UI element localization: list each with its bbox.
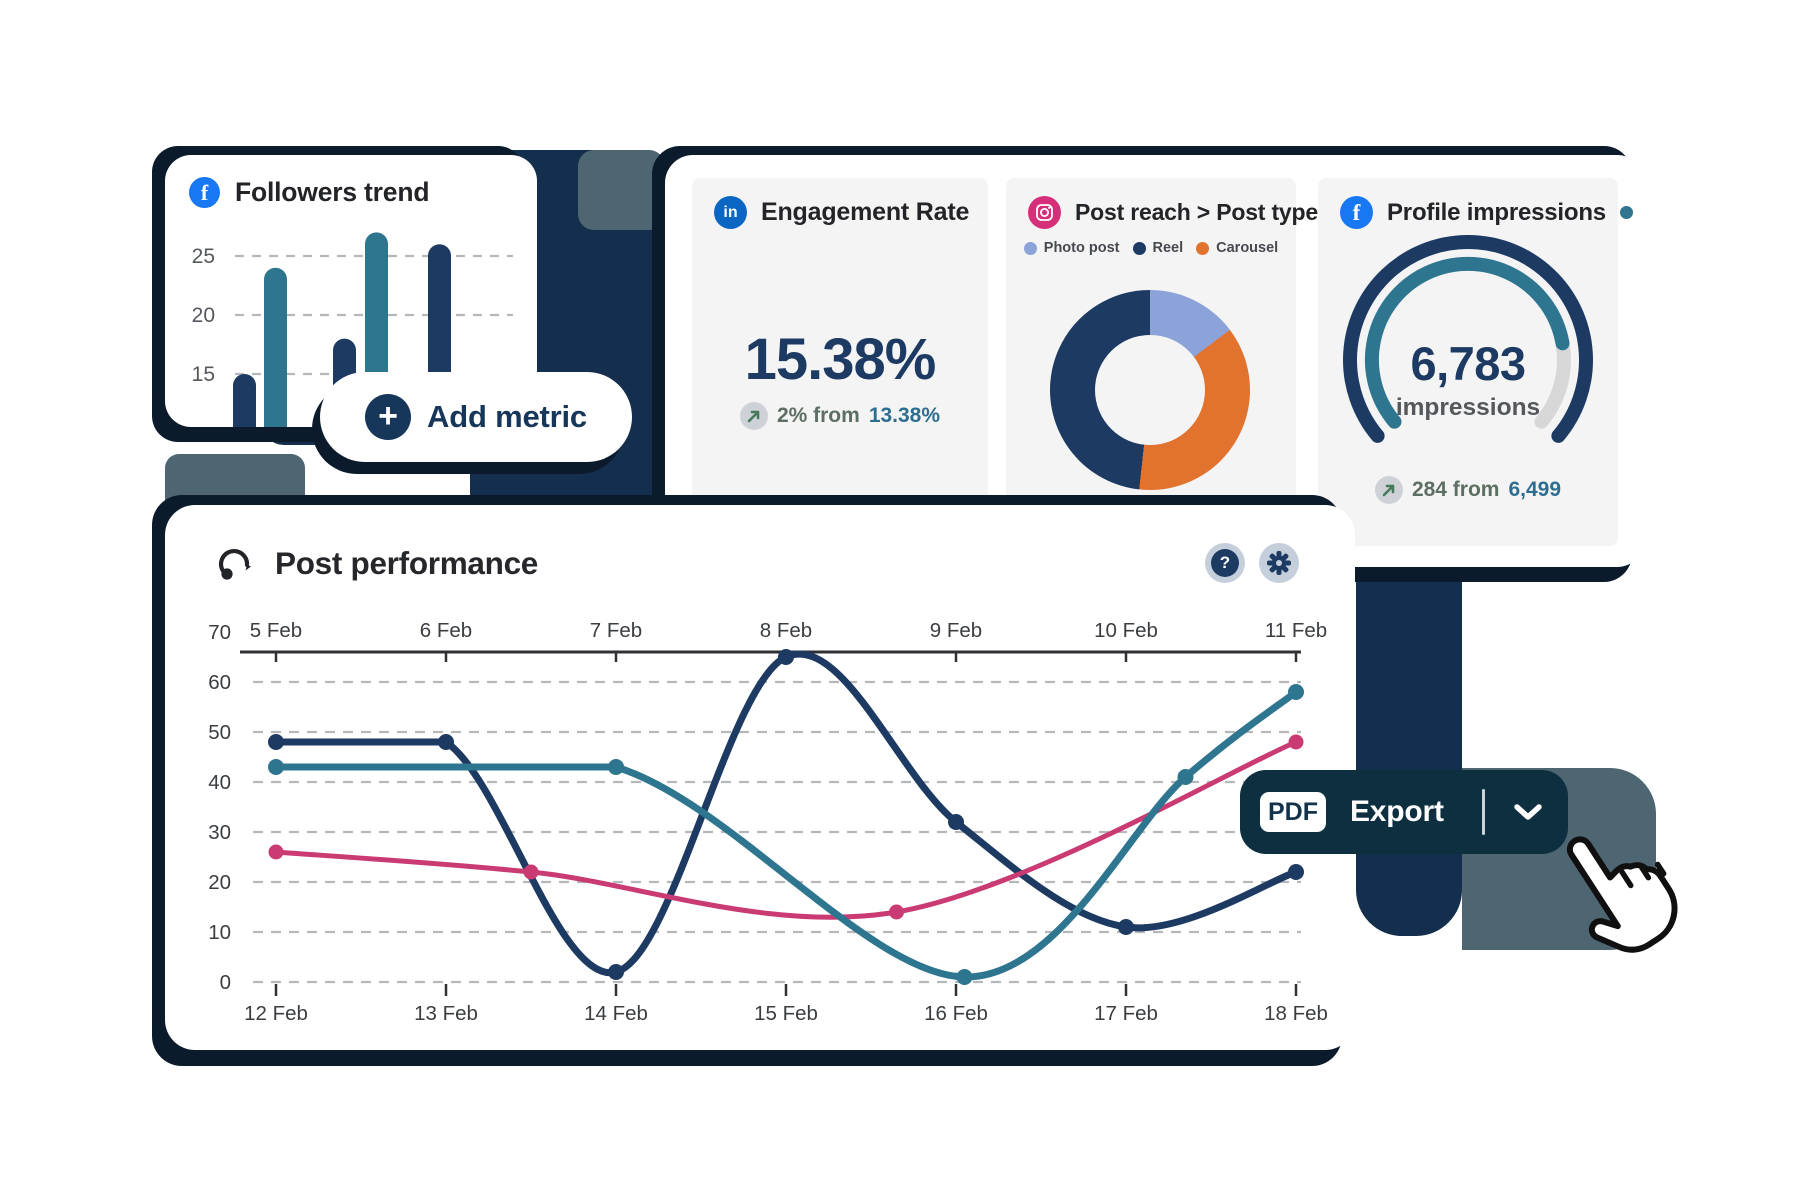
svg-text:10 Feb: 10 Feb — [1094, 619, 1158, 642]
svg-text:6 Feb: 6 Feb — [420, 619, 472, 642]
plus-icon: + — [365, 394, 412, 440]
svg-text:18 Feb: 18 Feb — [1264, 1002, 1328, 1025]
export-label: Export — [1350, 795, 1444, 828]
svg-text:50: 50 — [208, 721, 231, 744]
engagement-rate-card: in Engagement Rate 15.38% 2% from 13.38% — [692, 178, 988, 508]
donut-legend: Photo post Reel Carousel — [1006, 240, 1296, 256]
svg-text:12 Feb: 12 Feb — [244, 1002, 308, 1025]
svg-text:7 Feb: 7 Feb — [590, 619, 642, 642]
post-performance-line-chart: 70 60 50 40 30 20 10 0 5 Feb 6 Feb 7 Feb 8 Feb 9 Feb… — [208, 619, 1328, 1025]
legend-dot-carousel — [1196, 241, 1210, 255]
impressions-delta-text: 284 from — [1411, 478, 1500, 501]
svg-text:8 Feb: 8 Feb — [760, 619, 812, 642]
chevron-down-icon[interactable] — [1513, 803, 1543, 821]
svg-text:11 Feb: 11 Feb — [1265, 619, 1327, 642]
svg-text:60: 60 — [208, 671, 231, 694]
svg-text:16 Feb: 16 Feb — [924, 1002, 988, 1025]
post-reach-card: Post reach > Post type Photo post Reel C… — [1006, 178, 1318, 508]
svg-text:70: 70 — [208, 621, 231, 644]
add-metric-label: Add metric — [427, 399, 587, 434]
question-icon: ? — [1211, 549, 1239, 577]
speedometer-icon — [219, 548, 251, 580]
help-button[interactable]: ? — [1205, 543, 1245, 583]
engagement-delta-text: 2% from — [776, 404, 860, 427]
legend-dot-reel — [1132, 241, 1146, 255]
post-performance-title: Post performance — [275, 545, 539, 581]
svg-text:30: 30 — [208, 821, 231, 844]
legend-label-carousel: Carousel — [1216, 240, 1279, 256]
post-reach-card-title: Post reach > Post type — [1075, 199, 1318, 225]
trend-up-icon — [1374, 476, 1403, 504]
legend-label-reel: Reel — [1152, 240, 1184, 256]
engagement-card-title: Engagement Rate — [761, 198, 970, 226]
status-dot — [1619, 206, 1633, 219]
svg-text:17 Feb: 17 Feb — [1094, 1002, 1158, 1025]
grayteal-accent-2 — [165, 454, 305, 508]
svg-text:20: 20 — [208, 871, 231, 894]
svg-text:5 Feb: 5 Feb — [250, 619, 302, 642]
svg-text:40: 40 — [208, 771, 231, 794]
export-button[interactable]: PDF Export — [1240, 770, 1568, 854]
trend-up-icon — [739, 402, 768, 430]
svg-text:15: 15 — [192, 363, 215, 386]
impressions-card-title: Profile impressions — [1387, 198, 1606, 226]
followers-card-title: Followers trend — [235, 177, 430, 207]
donut-hole — [1095, 335, 1205, 445]
post-performance-card: 70 60 50 40 30 20 10 0 5 Feb 6 Feb 7 Feb 8 Feb 9 Feb… — [165, 505, 1355, 1050]
hand-cursor-icon — [1566, 836, 1678, 953]
svg-text:25: 25 — [192, 245, 215, 268]
engagement-rate-value: 15.38% — [744, 327, 937, 392]
facebook-icon: f — [189, 177, 220, 208]
svg-text:0: 0 — [220, 971, 231, 994]
impressions-delta-value: 6,499 — [1508, 478, 1562, 501]
impressions-gauge — [1343, 235, 1593, 443]
profile-impressions-card: f Profile impressions 6,783 impressions … — [1318, 178, 1633, 546]
grayteal-accent — [578, 150, 665, 230]
facebook-icon: f — [1340, 196, 1373, 229]
svg-text:9 Feb: 9 Feb — [930, 619, 982, 642]
pdf-badge: PDF — [1260, 792, 1326, 832]
add-metric-button[interactable]: + Add metric — [320, 372, 632, 462]
impressions-unit: impressions — [1395, 394, 1541, 421]
legend-dot-photo-post — [1023, 241, 1037, 255]
engagement-delta-value: 13.38% — [868, 404, 941, 427]
svg-text:10: 10 — [208, 921, 231, 944]
metrics-container: in Engagement Rate 15.38% 2% from 13.38%… — [665, 155, 1645, 567]
svg-text:14 Feb: 14 Feb — [584, 1002, 648, 1025]
linkedin-icon: in — [714, 196, 747, 229]
impressions-value: 6,783 — [1410, 337, 1526, 390]
svg-text:13 Feb: 13 Feb — [414, 1002, 478, 1025]
svg-text:20: 20 — [192, 304, 215, 327]
instagram-icon — [1028, 196, 1061, 229]
svg-text:15 Feb: 15 Feb — [754, 1002, 818, 1025]
divider — [1481, 789, 1485, 835]
legend-label-photo-post: Photo post — [1043, 240, 1120, 256]
settings-button[interactable] — [1259, 543, 1299, 583]
gear-icon — [1267, 551, 1291, 575]
